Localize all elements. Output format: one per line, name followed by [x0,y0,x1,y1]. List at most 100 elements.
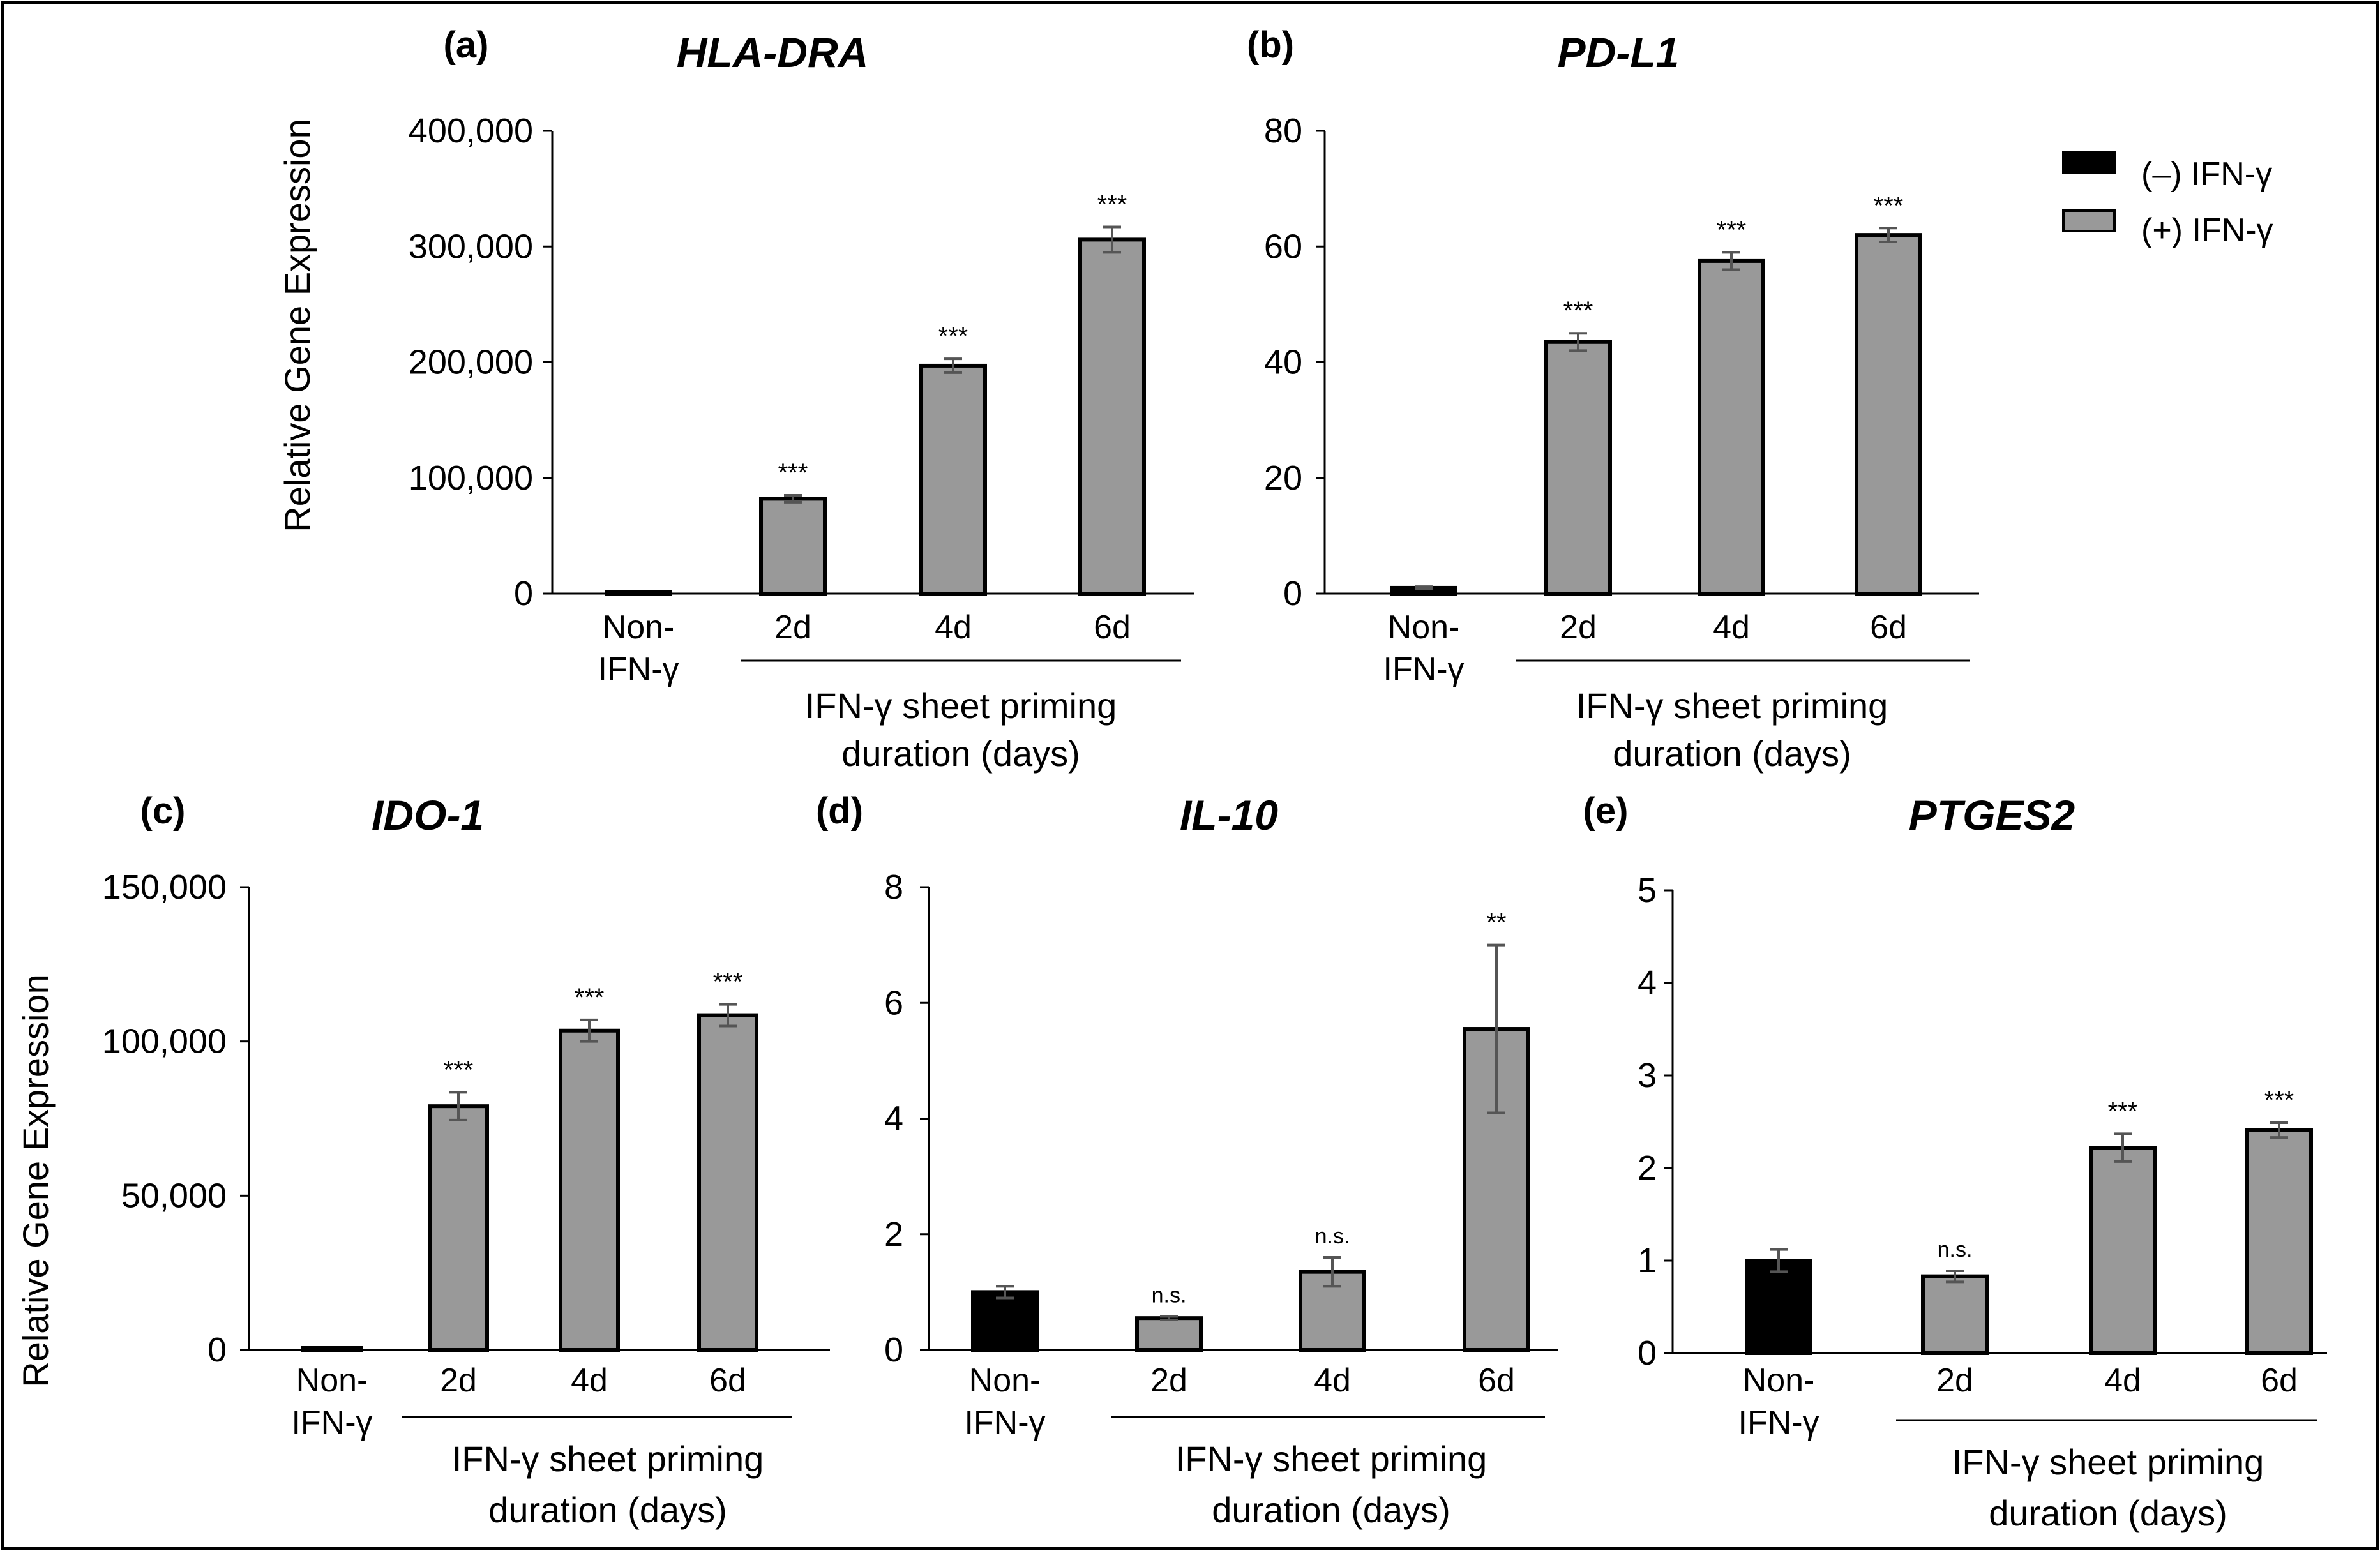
category-label: Non- [603,609,675,646]
significance-label: *** [938,322,968,350]
chart-title: IL-10 [1180,791,1278,839]
y-tick-label: 0 [1283,574,1302,613]
x-axis-title: IFN-γ sheet priming [805,686,1117,726]
y-tick-label: 100,000 [409,459,533,497]
bar [2089,1146,2157,1355]
x-axis-title: IFN-γ sheet priming [452,1439,764,1479]
category-label: 4d [1713,609,1750,646]
category-label: 6d [1094,609,1131,646]
category-label: 6d [709,1362,746,1399]
y-tick-label: 1 [1638,1241,1657,1280]
category-label: IFN-γ [598,651,679,688]
x-axis-title: duration (days) [1212,1490,1450,1530]
y-tick-label: 150,000 [102,868,227,906]
chart-title: PD-L1 [1558,29,1680,76]
category-label: Non- [296,1362,368,1399]
x-axis-title: IFN-γ sheet priming [1576,686,1888,726]
y-tick-label: 300,000 [409,227,533,266]
significance-label: *** [713,968,743,996]
x-axis-title: duration (days) [1989,1493,2227,1533]
significance-label: *** [2264,1086,2294,1114]
bar [1135,1316,1203,1352]
y-tick-label: 200,000 [409,343,533,382]
category-label: 2d [1150,1362,1187,1399]
bar [559,1028,620,1352]
bar [301,1346,363,1352]
bar [971,1290,1039,1352]
significance-label: n.s. [1315,1224,1350,1248]
legend-label-negative: (–) IFN-γ [2141,156,2272,193]
y-tick-label: 50,000 [121,1176,227,1215]
legend: (–) IFN-γ (+) IFN-γ [2062,151,2273,249]
bar [605,590,672,596]
category-label: 4d [1314,1362,1351,1399]
significance-label: *** [1563,297,1593,325]
bar [759,497,827,596]
y-tick-label: 4 [884,1100,903,1138]
panel-letter: (a) [444,24,489,66]
bar [919,363,987,596]
y-tick-label: 6 [884,984,903,1022]
category-label: 2d [1936,1362,1973,1399]
significance-label: n.s. [1938,1238,1973,1262]
category-label: IFN-γ [1738,1404,1819,1441]
legend-swatch-positive [2062,209,2116,232]
y-tick-label: 2 [1638,1149,1657,1187]
y-tick-label: 5 [1638,871,1657,910]
bar [1855,233,1922,596]
y-axis-label: Relative Gene Expression [15,974,56,1387]
category-label: 6d [1478,1362,1515,1399]
bar [697,1013,758,1352]
y-tick-label: 0 [207,1331,227,1369]
y-tick-label: 0 [1638,1334,1657,1372]
chart-panel: (c) IDO-1 0 50,000 100,000 150,000 Relative Ge… [15,790,830,1530]
y-tick-label: 3 [1638,1056,1657,1095]
panel-letter: (b) [1247,24,1294,66]
category-label: IFN-γ [291,1404,372,1441]
x-axis-title: IFN-γ sheet priming [1952,1442,2264,1482]
significance-label: *** [778,459,808,487]
category-label: 4d [2104,1362,2141,1399]
chart-title: HLA-DRA [677,29,869,76]
bar [1078,237,1146,596]
chart-title: PTGES2 [1909,791,2075,839]
significance-label: n.s. [1152,1283,1187,1307]
significance-label: *** [444,1056,474,1084]
y-tick-label: 60 [1264,227,1302,266]
bar [1921,1274,1989,1356]
category-label: 6d [2261,1362,2298,1399]
y-tick-label: 4 [1638,964,1657,1002]
category-label: 6d [1870,609,1907,646]
y-axis-label: Relative Gene Expression [277,119,317,532]
y-tick-label: 80 [1264,112,1302,150]
panel-letter: (d) [816,790,863,832]
chart-panel: (d) IL-10 0 2 4 6 8 Non- IFN-γ n.s. 2d n.s. 4d ** 6d IF… [816,790,1558,1530]
y-tick-label: 400,000 [409,112,533,150]
y-tick-label: 40 [1264,343,1302,382]
y-tick-label: 20 [1264,459,1302,497]
category-label: 2d [440,1362,477,1399]
chart-panel: (a) HLA-DRA 0 100,000 200,000 300,000 400,000 R… [277,24,1194,774]
y-tick-label: 0 [514,574,533,613]
x-axis-title: duration (days) [841,733,1080,774]
significance-label: *** [1874,191,1904,220]
bar [1745,1259,1812,1355]
bar [2245,1128,2313,1356]
category-label: 2d [774,609,811,646]
significance-label: *** [1717,216,1747,244]
x-axis-title: duration (days) [488,1490,727,1530]
y-tick-label: 0 [884,1331,903,1369]
significance-label: *** [2108,1097,2138,1125]
category-label: IFN-γ [1383,651,1464,688]
chart-title: IDO-1 [372,791,484,839]
y-tick-label: 8 [884,868,903,906]
y-tick-label: 2 [884,1215,903,1254]
significance-label: *** [1097,190,1127,218]
chart-panel: (e) PTGES2 0 1 2 3 4 5 Non- IFN-γ n.s. 2d *** 4d *** 6d… [1583,790,2327,1533]
x-axis-title: duration (days) [1613,733,1851,774]
panel-letter: (e) [1583,790,1629,832]
bar [1698,258,1765,596]
panel-letter: (c) [140,790,186,832]
